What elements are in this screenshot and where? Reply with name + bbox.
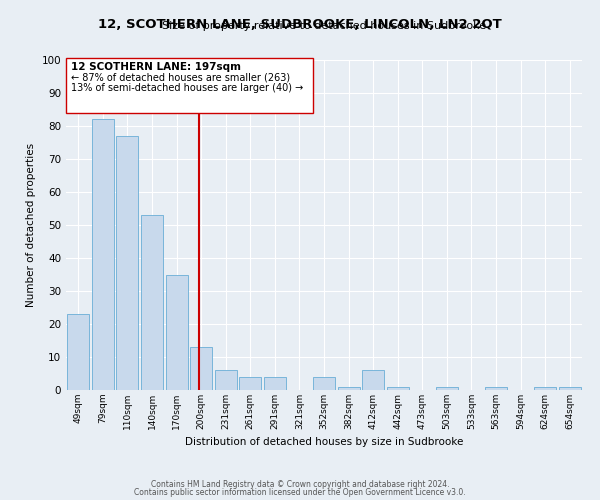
Text: Contains public sector information licensed under the Open Government Licence v3: Contains public sector information licen… <box>134 488 466 497</box>
Bar <box>92 120 114 390</box>
Bar <box>485 386 507 390</box>
Bar <box>338 386 359 390</box>
Bar <box>362 370 384 390</box>
Bar <box>386 386 409 390</box>
Text: 12 SCOTHERN LANE: 197sqm: 12 SCOTHERN LANE: 197sqm <box>71 62 241 72</box>
Text: Contains HM Land Registry data © Crown copyright and database right 2024.: Contains HM Land Registry data © Crown c… <box>151 480 449 489</box>
FancyBboxPatch shape <box>67 58 313 113</box>
Y-axis label: Number of detached properties: Number of detached properties <box>26 143 36 307</box>
Text: 12, SCOTHERN LANE, SUDBROOKE, LINCOLN, LN2 2QT: 12, SCOTHERN LANE, SUDBROOKE, LINCOLN, L… <box>98 18 502 30</box>
X-axis label: Distribution of detached houses by size in Sudbrooke: Distribution of detached houses by size … <box>185 438 463 448</box>
Bar <box>116 136 139 390</box>
Bar <box>141 215 163 390</box>
Bar <box>215 370 237 390</box>
Bar <box>190 347 212 390</box>
Bar <box>559 386 581 390</box>
Bar <box>313 377 335 390</box>
Bar <box>166 274 188 390</box>
Title: Size of property relative to detached houses in Sudbrooke: Size of property relative to detached ho… <box>162 22 486 32</box>
Bar <box>67 314 89 390</box>
Bar <box>534 386 556 390</box>
Bar <box>239 377 262 390</box>
Text: 13% of semi-detached houses are larger (40) →: 13% of semi-detached houses are larger (… <box>71 83 303 93</box>
Text: ← 87% of detached houses are smaller (263): ← 87% of detached houses are smaller (26… <box>71 72 290 83</box>
Bar <box>436 386 458 390</box>
Bar <box>264 377 286 390</box>
